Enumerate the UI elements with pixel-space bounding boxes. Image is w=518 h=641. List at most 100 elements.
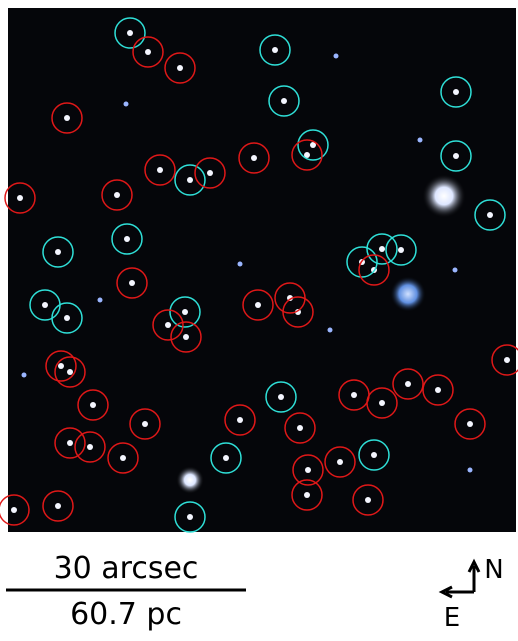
red-circle — [291, 479, 323, 511]
star — [207, 170, 213, 176]
star — [142, 421, 148, 427]
star — [42, 302, 48, 308]
star — [487, 212, 493, 218]
star — [467, 421, 473, 427]
star — [327, 327, 333, 333]
red-circle — [291, 139, 323, 171]
star — [129, 280, 135, 286]
star — [305, 467, 311, 473]
star — [55, 249, 61, 255]
star — [165, 322, 171, 328]
star — [255, 302, 261, 308]
star — [379, 400, 385, 406]
star — [177, 65, 183, 71]
red-circle — [491, 344, 518, 376]
cyan-circle — [358, 439, 390, 471]
star — [11, 507, 17, 513]
red-circle — [54, 356, 86, 388]
star — [417, 137, 423, 143]
red-circle — [242, 289, 274, 321]
red-circle — [292, 454, 324, 486]
star — [379, 246, 385, 252]
red-circle — [152, 309, 184, 341]
star — [251, 155, 257, 161]
red-circle — [0, 494, 30, 526]
star — [297, 425, 303, 431]
red-circle — [164, 52, 196, 84]
red-circle — [352, 484, 384, 516]
red-circle — [454, 408, 486, 440]
red-circle — [107, 442, 139, 474]
red-circle — [366, 387, 398, 419]
cyan-circle — [174, 501, 206, 533]
star — [55, 503, 61, 509]
cyan-markers — [29, 17, 506, 533]
star — [120, 455, 126, 461]
cyan-circle — [474, 199, 506, 231]
star — [21, 372, 27, 378]
star — [405, 381, 411, 387]
red-circle — [284, 412, 316, 444]
star — [182, 309, 188, 315]
scale-bottom-label: 60.7 pc — [70, 597, 182, 632]
star — [310, 142, 316, 148]
star — [272, 47, 278, 53]
red-circle — [4, 182, 36, 214]
star — [365, 497, 371, 503]
star — [58, 363, 64, 369]
star — [278, 394, 284, 400]
star — [17, 195, 23, 201]
cyan-circle — [346, 246, 378, 278]
red-circle — [54, 427, 86, 459]
star — [64, 115, 70, 121]
star — [304, 492, 310, 498]
cyan-circle — [174, 164, 206, 196]
star — [157, 167, 163, 173]
cyan-circle — [259, 34, 291, 66]
star — [223, 455, 229, 461]
star — [452, 267, 458, 273]
red-circle — [45, 350, 77, 382]
star — [183, 334, 189, 340]
bright-star — [422, 174, 466, 218]
star — [97, 297, 103, 303]
red-circle — [77, 389, 109, 421]
bright-star — [390, 276, 426, 312]
stars — [11, 30, 510, 520]
cyan-circle — [440, 76, 472, 108]
red-circle — [324, 446, 356, 478]
cyan-circle — [42, 236, 74, 268]
red-circle — [116, 267, 148, 299]
star — [123, 101, 129, 107]
red-circle — [282, 296, 314, 328]
star — [467, 467, 473, 473]
star — [145, 49, 151, 55]
star — [237, 261, 243, 267]
cyan-circle — [111, 223, 143, 255]
red-circle — [42, 490, 74, 522]
star — [435, 387, 441, 393]
red-circle — [170, 321, 202, 353]
red-circle — [132, 36, 164, 68]
cyan-circle — [169, 296, 201, 328]
red-circle — [358, 254, 390, 286]
cyan-circle — [114, 17, 146, 49]
star — [127, 30, 133, 36]
star — [237, 417, 243, 423]
red-circle — [392, 368, 424, 400]
red-circle — [224, 404, 256, 436]
cyan-circle — [440, 140, 472, 172]
cyan-circle — [268, 85, 300, 117]
star — [187, 177, 193, 183]
star — [114, 192, 120, 198]
sky-image — [8, 8, 516, 532]
star — [333, 53, 339, 59]
star — [87, 444, 93, 450]
red-circle — [422, 374, 454, 406]
star — [187, 514, 193, 520]
red-circle — [144, 154, 176, 186]
star — [67, 369, 73, 375]
cyan-circle — [265, 381, 297, 413]
